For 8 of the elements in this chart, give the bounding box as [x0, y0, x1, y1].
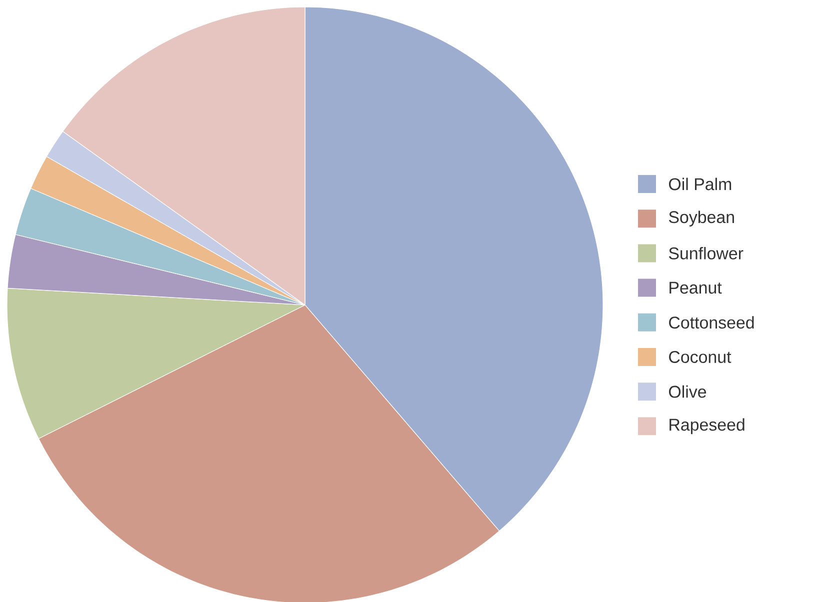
- legend-label: Olive: [669, 385, 706, 398]
- legend-label: Soybean: [668, 210, 734, 226]
- legend-label: Coconut: [669, 350, 732, 363]
- legend-label: Cottonseed: [669, 316, 754, 329]
- legend-label: Rapeseed: [670, 418, 744, 434]
- legend-label: Peanut: [670, 282, 722, 294]
- legend-label: Oil Palm: [669, 178, 732, 190]
- legend-label: Sunflower: [668, 246, 744, 260]
